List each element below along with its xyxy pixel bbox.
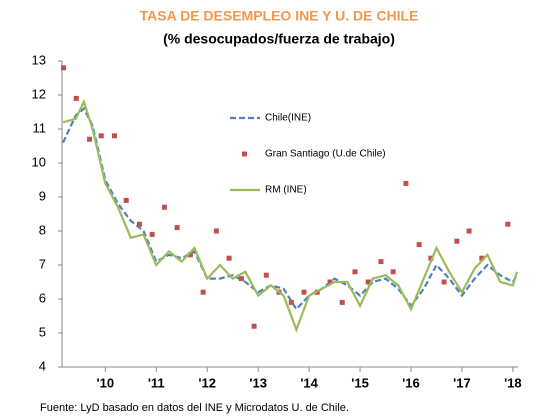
data-point [416, 242, 422, 248]
data-point [200, 289, 206, 295]
x-tick-label: '10 [97, 375, 115, 390]
data-point [251, 323, 257, 329]
chart-title: TASA DE DESEMPLEO INE Y U. DE CHILE [140, 8, 419, 24]
data-point [213, 228, 219, 234]
data-point [479, 255, 485, 261]
data-point [238, 276, 244, 282]
series-line [62, 98, 519, 333]
y-tick-label: 10 [32, 154, 46, 169]
data-point [87, 136, 93, 142]
data-point [466, 228, 472, 234]
chart-subtitle: (% desocupados/fuerza de trabajo) [163, 31, 395, 47]
y-tick-label: 13 [32, 52, 46, 67]
data-point [352, 269, 358, 275]
y-tick-label: 7 [39, 256, 46, 271]
data-point [288, 299, 294, 305]
data-point [149, 231, 155, 237]
source-note: Fuente: LyD basado en datos del INE y Mi… [40, 402, 349, 414]
data-point [263, 272, 269, 278]
data-point [378, 259, 384, 265]
data-point [428, 255, 434, 261]
x-tick-label: '11 [148, 375, 165, 390]
y-tick-label: 5 [39, 324, 46, 339]
legend-label: RM (INE) [265, 185, 307, 196]
data-point [441, 279, 447, 285]
data-point [301, 289, 307, 295]
data-point [390, 269, 396, 275]
legend-swatch [242, 151, 247, 157]
series-line [62, 106, 518, 311]
legend-label: Chile(INE) [265, 113, 311, 124]
data-point [174, 225, 180, 231]
y-tick-label: 6 [39, 290, 46, 305]
data-point [136, 221, 142, 227]
data-point [327, 279, 333, 285]
legend-label: Gran Santiago (U.de Chile) [265, 149, 386, 160]
x-tick-label: '17 [453, 375, 471, 390]
data-point [339, 299, 345, 305]
x-tick-label: '15 [351, 375, 369, 390]
data-point [505, 221, 511, 227]
data-point [365, 279, 371, 285]
data-point [111, 133, 117, 139]
x-tick-label: '16 [402, 375, 420, 390]
data-point [161, 204, 167, 210]
y-tick-label: 8 [39, 222, 46, 237]
data-point [61, 65, 67, 71]
y-tick-label: 9 [39, 188, 46, 203]
data-point [454, 238, 460, 244]
y-tick-label: 12 [32, 86, 46, 101]
data-point [226, 255, 232, 261]
y-tick-label: 4 [39, 358, 46, 373]
x-tick-label: '14 [300, 375, 318, 390]
x-tick-label: '18 [504, 375, 522, 390]
y-tick-label: 11 [33, 120, 47, 135]
data-point [98, 133, 104, 139]
data-point [187, 252, 193, 258]
x-tick-label: '13 [249, 375, 267, 390]
data-point [403, 180, 409, 186]
x-tick-label: '12 [198, 375, 216, 390]
data-point [123, 197, 129, 203]
data-point [73, 95, 79, 101]
